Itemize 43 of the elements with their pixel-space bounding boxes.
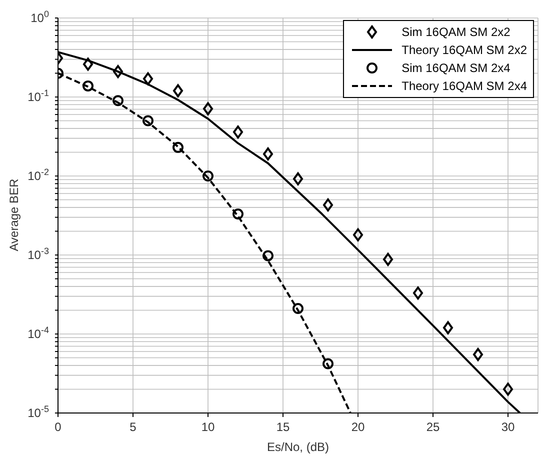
- legend-label: Theory 16QAM SM 2x2: [402, 43, 527, 57]
- y-tick-label: 10$^{0}$: [30, 9, 49, 25]
- point: [473, 348, 483, 362]
- legend-label: Sim 16QAM SM 2x4: [402, 61, 510, 75]
- x-tick-label: 15: [276, 420, 290, 434]
- point: [173, 84, 183, 98]
- point: [293, 172, 303, 186]
- legend-label: Theory 16QAM SM 2x4: [402, 79, 527, 93]
- point: [262, 250, 274, 262]
- x-tick-label: 20: [351, 420, 365, 434]
- point: [202, 170, 214, 182]
- x-tick-label: 30: [501, 420, 515, 434]
- y-tick-label: 10$^{-1}$: [28, 88, 49, 104]
- y-tick-label: 10$^{-2}$: [28, 167, 49, 183]
- point: [503, 382, 513, 396]
- x-tick-label: 10: [201, 420, 215, 434]
- point: [413, 286, 423, 300]
- point: [113, 65, 123, 78]
- point: [142, 115, 154, 126]
- y-axis-title: Average BER: [7, 178, 21, 252]
- y-tick-label: 10$^{-5}$: [28, 404, 49, 420]
- point: [82, 80, 94, 92]
- x-tick-label: 5: [130, 420, 137, 434]
- point: [322, 358, 334, 370]
- point: [233, 126, 243, 139]
- point: [323, 198, 333, 212]
- point: [443, 321, 453, 334]
- point: [383, 252, 393, 266]
- legend-label: Sim 16QAM SM 2x2: [402, 25, 510, 39]
- point: [203, 102, 213, 116]
- x-tick-label: 25: [426, 420, 440, 434]
- x-tick-label: 0: [54, 420, 62, 434]
- point: [112, 95, 124, 106]
- y-tick-label: 10$^{-4}$: [28, 325, 49, 341]
- point: [263, 147, 273, 160]
- point: [232, 208, 244, 220]
- y-tick-label: 10$^{-3}$: [28, 246, 49, 262]
- point: [143, 72, 153, 86]
- x-axis-title: Es/No, (dB): [266, 440, 330, 454]
- point: [83, 58, 93, 71]
- point: [172, 142, 184, 153]
- point: [292, 303, 304, 314]
- point: [353, 228, 363, 242]
